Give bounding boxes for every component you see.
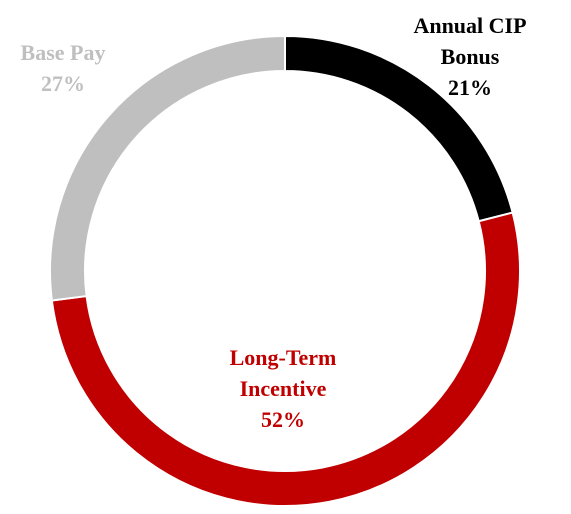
- slice-label: Annual CIP Bonus 21%: [395, 10, 545, 103]
- value-label: 21%: [448, 75, 492, 100]
- value-label: 52%: [261, 407, 305, 432]
- category-label: Long-Term Incentive: [229, 345, 337, 401]
- donut-slice: [49, 34, 286, 302]
- slice-label: Long-Term Incentive 52%: [193, 342, 373, 435]
- category-label: Annual CIP Bonus: [413, 13, 527, 69]
- value-label: 27%: [41, 71, 85, 96]
- slice-label: Base Pay 27%: [0, 37, 126, 99]
- donut-slice: [50, 211, 521, 508]
- category-label: Base Pay: [20, 40, 106, 65]
